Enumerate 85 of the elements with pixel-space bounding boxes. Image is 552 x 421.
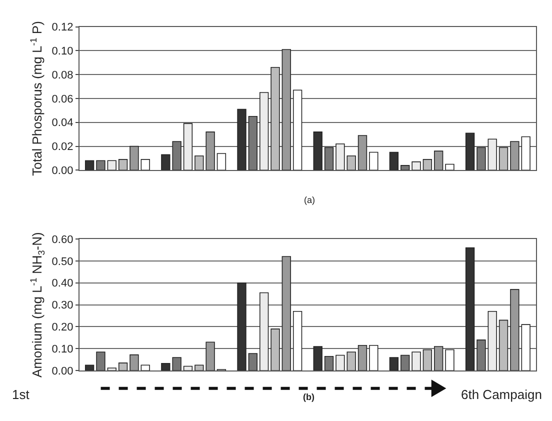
y-tick-label: 0.60 xyxy=(52,234,74,246)
bar xyxy=(107,368,116,371)
bar xyxy=(206,132,215,170)
bar xyxy=(140,159,150,170)
bar xyxy=(389,357,399,371)
y-tick-label: 0.04 xyxy=(52,117,74,130)
y-tick-label: 0.02 xyxy=(52,141,74,154)
bar xyxy=(194,155,204,170)
bar xyxy=(488,138,497,170)
bar xyxy=(194,364,204,371)
bar xyxy=(324,147,334,170)
bar xyxy=(118,362,128,371)
y-tick-label: 0.10 xyxy=(52,46,74,58)
bar xyxy=(510,141,520,170)
y-tick-label: 0.20 xyxy=(52,322,74,334)
bar xyxy=(434,150,444,170)
bar xyxy=(336,144,345,170)
bar xyxy=(130,354,139,371)
bar xyxy=(488,310,497,371)
bar xyxy=(96,160,106,170)
bar xyxy=(346,155,356,170)
bar xyxy=(140,364,150,371)
bar xyxy=(248,116,258,170)
bar xyxy=(270,328,280,371)
bar xyxy=(282,49,291,170)
bar xyxy=(445,164,454,170)
y-tick-label: 0.00 xyxy=(52,165,74,178)
bar xyxy=(476,147,486,170)
bar xyxy=(118,159,128,170)
y-tick-label: 0.12 xyxy=(52,22,74,34)
text: 1st xyxy=(12,387,30,402)
bar xyxy=(358,135,368,170)
bar xyxy=(412,161,421,170)
y-tick-label: 0.06 xyxy=(52,93,74,106)
y-tick-label: 0.00 xyxy=(52,365,74,378)
bar xyxy=(465,132,475,170)
bar xyxy=(521,136,530,170)
y-tick-label: 0.08 xyxy=(52,69,74,82)
bar xyxy=(346,352,356,371)
bar xyxy=(313,132,322,170)
bar xyxy=(107,160,116,170)
bar xyxy=(216,153,226,170)
bar xyxy=(324,356,334,371)
bar xyxy=(445,349,454,371)
bar xyxy=(248,353,258,371)
text: (b) xyxy=(303,392,314,402)
bar xyxy=(313,346,322,371)
bar xyxy=(422,349,432,371)
y-tick-label: 0.10 xyxy=(52,344,74,356)
y-tick-label: 0.50 xyxy=(52,256,74,268)
bar xyxy=(336,354,345,371)
bar xyxy=(389,152,399,170)
bar xyxy=(259,292,269,371)
bar xyxy=(237,282,246,371)
bar xyxy=(465,247,475,371)
y-tick-label: 0.40 xyxy=(52,278,74,290)
bar xyxy=(400,165,410,170)
bar xyxy=(521,324,530,371)
bar xyxy=(292,310,302,371)
bar xyxy=(510,289,520,371)
bar xyxy=(476,340,486,371)
bar xyxy=(369,344,378,371)
bar xyxy=(183,366,193,371)
bar xyxy=(270,66,280,170)
y-tick-label: 0.30 xyxy=(52,300,74,312)
text: 6th Campaign xyxy=(461,387,542,402)
bar xyxy=(130,146,139,170)
bar xyxy=(206,342,215,371)
bar xyxy=(412,352,421,371)
bar xyxy=(422,159,432,170)
bar xyxy=(259,92,269,170)
bar xyxy=(498,320,508,371)
bar xyxy=(183,123,193,170)
bar xyxy=(369,152,378,170)
bar xyxy=(434,346,444,371)
bar xyxy=(282,256,291,371)
bar xyxy=(84,160,94,170)
bar xyxy=(84,364,94,371)
bar xyxy=(400,354,410,371)
bar xyxy=(358,344,368,371)
bar xyxy=(292,90,302,170)
bar xyxy=(498,147,508,170)
text: (a) xyxy=(304,195,315,205)
bar xyxy=(96,352,106,371)
bar xyxy=(237,108,246,170)
